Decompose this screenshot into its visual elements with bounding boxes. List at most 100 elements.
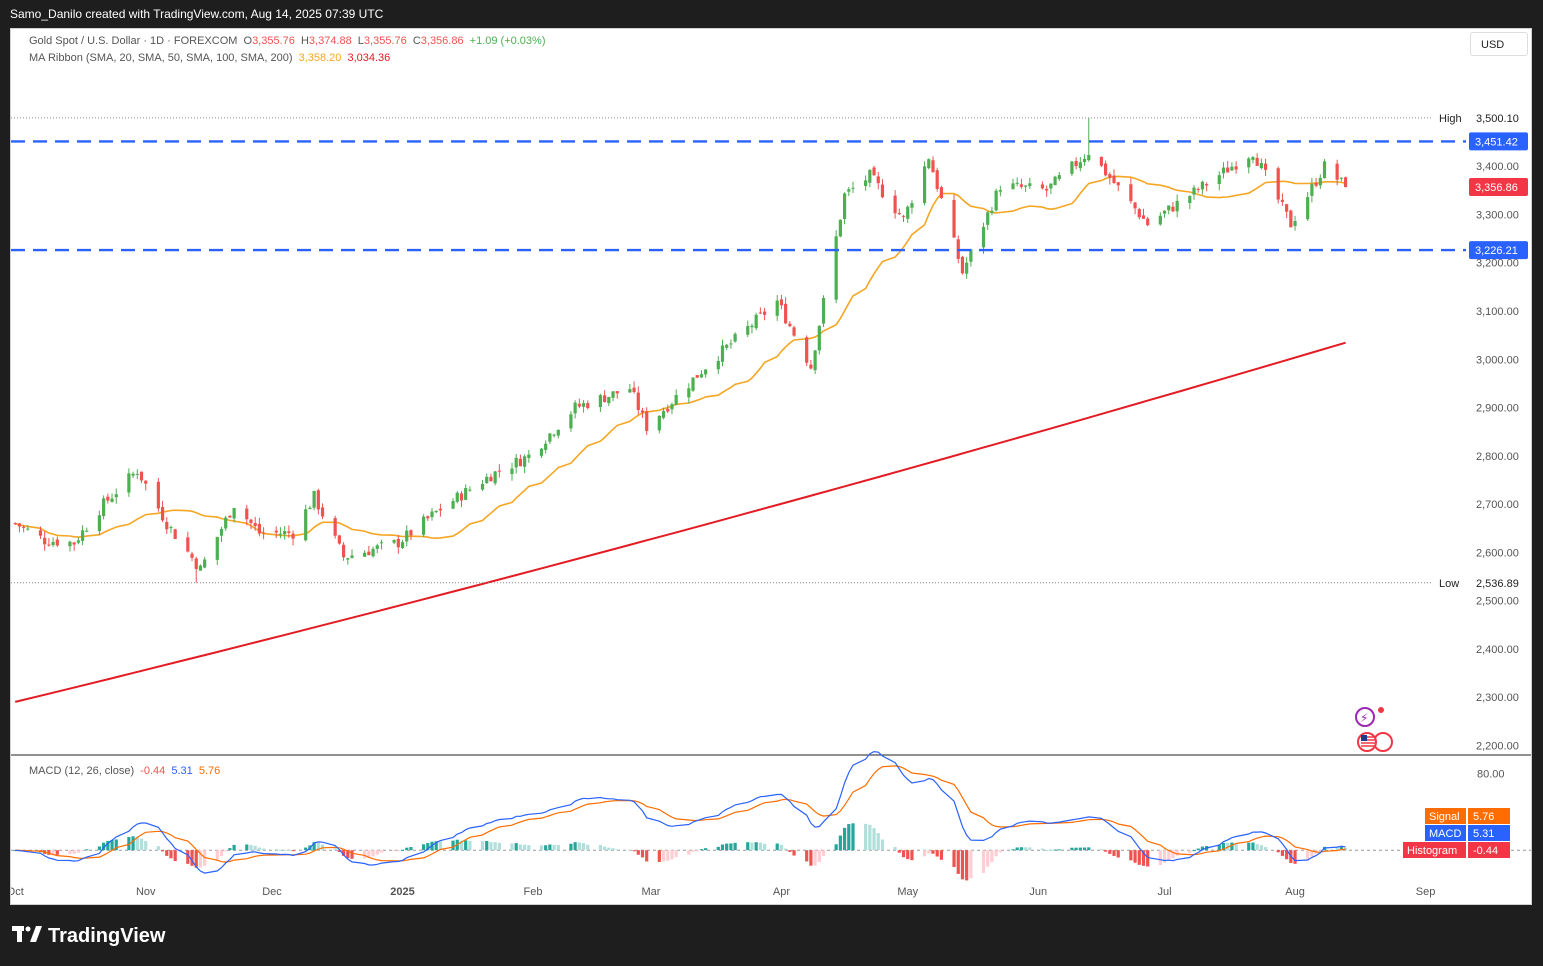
macd-histogram-bar	[1247, 842, 1251, 851]
candle-body	[805, 337, 809, 363]
macd-histogram-bar	[1099, 849, 1103, 851]
candle-body	[468, 489, 472, 491]
macd-histogram-bar	[1019, 847, 1023, 851]
candle-body	[1045, 188, 1049, 191]
macd-histogram-bar	[986, 850, 990, 867]
candle-body	[1108, 174, 1112, 178]
candle-body	[224, 517, 228, 529]
macd-histogram-bar	[1040, 848, 1045, 851]
candle-body	[931, 160, 935, 173]
price-tick-label: 2,600.00	[1476, 547, 1519, 559]
macd-histogram-bar	[569, 843, 573, 851]
candle-body	[13, 523, 17, 525]
macd-histogram-bar	[1129, 850, 1133, 861]
candle-body	[910, 203, 914, 208]
candle-body	[864, 180, 868, 186]
macd-histogram-bar	[480, 841, 485, 851]
candle-body	[695, 375, 699, 378]
candle-body	[173, 529, 177, 539]
macd-histogram-bar	[805, 850, 809, 862]
close-value: 3,356.86	[420, 35, 464, 47]
candle-body	[1175, 200, 1179, 212]
macd-label: MACD (12, 26, close)	[29, 765, 135, 777]
candle-body	[1053, 176, 1057, 186]
macd-histogram-bar	[1221, 842, 1226, 851]
candle-body	[615, 391, 619, 394]
candle-body	[906, 206, 910, 219]
candle-body	[1196, 188, 1200, 190]
macd-histogram-bar	[1259, 845, 1263, 851]
macd-histogram-bar	[514, 843, 518, 851]
macd-histogram-bar	[725, 843, 729, 851]
candle-body	[1285, 204, 1289, 212]
candle-body	[375, 545, 379, 549]
candle-body	[1057, 175, 1061, 179]
macd-histogram-bar	[1335, 846, 1339, 851]
macd-histogram-bar	[51, 850, 55, 855]
candle-body	[784, 303, 788, 324]
candle-body	[527, 454, 531, 459]
candle-body	[426, 516, 430, 519]
ma-label: MA Ribbon (SMA, 20, SMA, 50, SMA, 100, S…	[29, 52, 293, 64]
macd-histogram-bar	[1011, 849, 1015, 851]
candle-body	[986, 212, 990, 225]
candle-body	[725, 344, 729, 348]
time-tick-label: Nov	[136, 886, 156, 898]
chart-frame[interactable]: High 3,500.10 Low 2,536.89 3,451.42 3,226.21 3…	[10, 28, 1532, 905]
candle-body	[657, 415, 661, 431]
candle-body	[367, 551, 371, 556]
symbol-legend[interactable]: Gold Spot / U.S. Dollar · 1D · FOREXCOM …	[29, 35, 549, 47]
ma-legend[interactable]: MA Ribbon (SMA, 20, SMA, 50, SMA, 100, S…	[29, 52, 393, 64]
macd-histogram-bar	[127, 837, 131, 851]
candle-body	[581, 403, 586, 407]
macd-name-tag	[1403, 842, 1466, 858]
brand-bar: TradingView	[0, 905, 1543, 966]
candle-body	[754, 314, 758, 329]
candle-body	[1087, 155, 1091, 161]
macd-histogram-bar	[939, 850, 944, 860]
candle-body	[922, 166, 927, 204]
time-tick-label: 2025	[390, 886, 414, 898]
macd-legend[interactable]: MACD (12, 26, close) -0.44 5.31 5.76	[29, 765, 223, 777]
candle-body	[842, 193, 847, 220]
macd-histogram-bar	[194, 850, 198, 868]
candle-body	[868, 169, 872, 183]
macd-histogram-bar	[518, 844, 523, 851]
candle-body	[1116, 182, 1120, 186]
candle-body	[990, 210, 994, 214]
candle-body	[1078, 162, 1082, 169]
candle-body	[821, 297, 826, 324]
candle-body	[1234, 166, 1238, 170]
macd-histogram-bar	[245, 844, 249, 851]
candle-body	[1015, 182, 1019, 184]
candle-body	[838, 219, 842, 237]
candle-body	[232, 507, 236, 519]
candle-body	[464, 488, 468, 500]
currency-button[interactable]: USD	[1470, 32, 1528, 56]
macd-histogram-bar	[304, 847, 308, 851]
macd-histogram-bar	[1255, 844, 1259, 851]
candle-body	[577, 403, 581, 407]
macd-histogram-bar	[1116, 850, 1120, 858]
candle-body	[1259, 162, 1263, 169]
macd-histogram-bar	[72, 850, 76, 854]
macd-value-tag	[1468, 808, 1510, 824]
candle-body	[539, 448, 544, 456]
macd-histogram-bar	[253, 845, 257, 851]
candle-body	[834, 236, 838, 300]
macd-histogram-bar	[556, 844, 560, 851]
candle-body	[510, 468, 514, 475]
candle-body	[438, 508, 443, 511]
macd-histogram-bar	[935, 850, 939, 857]
tradingview-logo[interactable]: TradingView	[12, 925, 165, 948]
macd-histogram-bar	[350, 850, 354, 859]
macd-histogram-bar	[607, 847, 611, 851]
candle-body	[278, 533, 283, 535]
candle-body	[43, 537, 47, 545]
candle-body	[645, 411, 649, 431]
candle-body	[139, 471, 144, 481]
macd-histogram-bar	[493, 842, 497, 851]
macd-histogram-bar	[687, 850, 691, 855]
macd-histogram-bar	[278, 849, 283, 851]
